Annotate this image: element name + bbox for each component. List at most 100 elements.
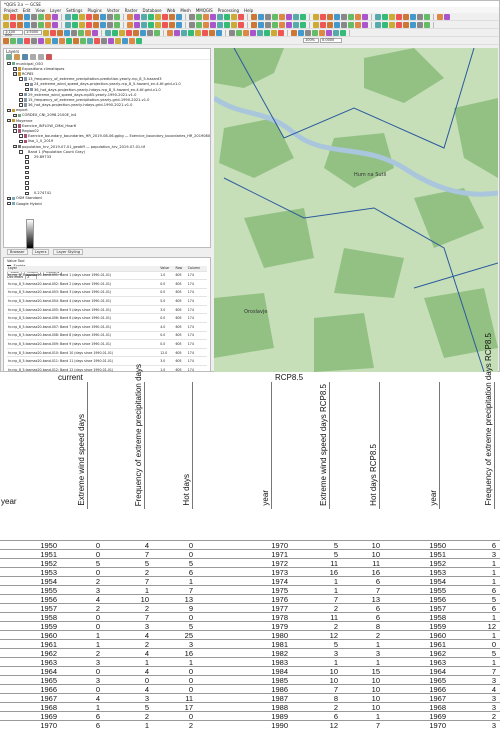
toolbar-tool-icon[interactable]: [105, 29, 111, 36]
panel-tab[interactable]: Layer Styling: [53, 249, 84, 255]
toolbar-tool-icon[interactable]: [340, 29, 346, 36]
toolbar-tool-icon[interactable]: [341, 13, 347, 20]
toolbar-tool-icon[interactable]: [45, 21, 51, 28]
layer-visibility-checkbox[interactable]: ✓: [13, 72, 17, 77]
layer-visibility-checkbox[interactable]: [25, 165, 29, 170]
table-row[interactable]: hr-rcp_8_5-tasmax20-band-004: Band 4 (da…: [7, 296, 207, 306]
toolbar-tool-icon[interactable]: [210, 13, 216, 20]
toolbar-tool-icon[interactable]: [52, 21, 58, 28]
toolbar-tool-icon[interactable]: [355, 21, 361, 28]
toolbar-tool-icon[interactable]: [100, 13, 106, 20]
toolbar-tool-icon[interactable]: [424, 13, 430, 20]
layer-tree-item[interactable]: [4, 170, 210, 175]
toolbar-tool-icon[interactable]: [327, 21, 333, 28]
toolbar-tool-icon[interactable]: [319, 29, 325, 36]
layer-tree-item[interactable]: ✓ export: [4, 108, 210, 113]
menu-item[interactable]: View: [35, 7, 45, 13]
toolbar-tool-icon[interactable]: [114, 21, 120, 28]
toolbar-tool-icon[interactable]: [155, 21, 161, 28]
toolbar-tool-icon[interactable]: [334, 13, 340, 20]
toolbar-tool-icon[interactable]: [10, 13, 16, 20]
toolbar-tool-icon[interactable]: [396, 21, 402, 28]
toolbar-tool-icon[interactable]: [313, 13, 319, 20]
toolbar-tool-icon[interactable]: [286, 13, 292, 20]
toolbar-tool-icon[interactable]: [115, 37, 121, 44]
toolbar-tool-icon[interactable]: [403, 13, 409, 20]
layer-visibility-checkbox[interactable]: [19, 139, 23, 144]
toolbar-tool-icon[interactable]: [251, 13, 257, 20]
toolbar-tool-icon[interactable]: [45, 37, 51, 44]
toolbar-tool-icon[interactable]: [107, 13, 113, 20]
toolbar-tool-icon[interactable]: [236, 29, 242, 36]
table-row[interactable]: hr-rcp_8_5-tasmax20-band-008: Band 8 (da…: [7, 331, 207, 341]
toolbar-tool-icon[interactable]: [293, 21, 299, 28]
remove-layer-icon[interactable]: [46, 53, 52, 60]
toolbar-tool-icon[interactable]: [169, 13, 175, 20]
toolbar-tool-icon[interactable]: [24, 37, 30, 44]
layer-visibility-checkbox[interactable]: [25, 170, 29, 175]
toolbar-tool-icon[interactable]: [24, 21, 30, 28]
table-row[interactable]: hr-rcp_8_5-tasmax20-band-011: Band 11 (d…: [7, 356, 207, 367]
toolbar-tool-icon[interactable]: [17, 21, 23, 28]
toolbar-tool-icon[interactable]: [52, 13, 58, 20]
toolbar-tool-icon[interactable]: [10, 37, 16, 44]
toolbar-tool-icon[interactable]: [141, 21, 147, 28]
toolbar-tool-icon[interactable]: [279, 21, 285, 28]
toolbar-tool-icon[interactable]: [148, 13, 154, 20]
table-row[interactable]: hr-rcp_8_5-tasmax20-band-006: Band 6 (da…: [7, 313, 207, 324]
table-row[interactable]: hr-rcp_8_5-tasmax20-band-003: Band 3 (da…: [7, 288, 207, 298]
toolbar-tool-icon[interactable]: [66, 37, 72, 44]
toolbar-tool-icon[interactable]: [375, 21, 381, 28]
layer-visibility-checkbox[interactable]: [19, 77, 23, 81]
layer-visibility-checkbox[interactable]: ✓: [13, 124, 17, 129]
layer-visibility-checkbox[interactable]: [25, 181, 29, 185]
toolbar-tool-icon[interactable]: [140, 29, 146, 36]
toolbar-tool-icon[interactable]: [107, 21, 113, 28]
layer-visibility-checkbox[interactable]: [19, 98, 23, 102]
layer-visibility-checkbox[interactable]: [13, 129, 17, 133]
toolbar-tool-icon[interactable]: [278, 29, 284, 36]
toolbar-tool-icon[interactable]: [127, 13, 133, 20]
toolbar-tool-icon[interactable]: [108, 37, 114, 44]
toolbar-tool-icon[interactable]: [217, 13, 223, 20]
toolbar-tool-icon[interactable]: [210, 21, 216, 28]
layer-visibility-checkbox[interactable]: [25, 175, 29, 180]
column-header[interactable]: Column: [186, 266, 207, 272]
toolbar-tool-icon[interactable]: [85, 29, 91, 36]
layer-tree-item[interactable]: lisa_1_0_2019: [4, 139, 210, 144]
toolbar-tool-icon[interactable]: [119, 29, 125, 36]
toolbar-tool-icon[interactable]: [43, 29, 49, 36]
toolbar-tool-icon[interactable]: [24, 13, 30, 20]
layer-visibility-checkbox[interactable]: [19, 103, 23, 107]
toolbar-tool-icon[interactable]: [341, 21, 347, 28]
layer-visibility-checkbox[interactable]: ✓: [7, 118, 11, 123]
toolbar-tool-icon[interactable]: [162, 21, 168, 28]
toolbar-tool-icon[interactable]: [396, 13, 402, 20]
layer-tree-item[interactable]: ✓ CORDEX_CNI_2098.2100E_in4: [4, 113, 210, 118]
toolbar-tool-icon[interactable]: [188, 29, 194, 36]
layer-tree-item[interactable]: ✓ Exercice_INFLOW_CMal_Hvar6: [4, 123, 210, 128]
menu-item[interactable]: Raster: [124, 7, 138, 13]
layer-tree-item[interactable]: Band 1 (Population Count Gray): [4, 149, 210, 154]
toolbar-tool-icon[interactable]: [231, 13, 237, 20]
toolbar-tool-icon[interactable]: [272, 13, 278, 20]
add-group-icon[interactable]: [14, 53, 20, 60]
panel-tab[interactable]: Browser: [7, 249, 28, 255]
menu-item[interactable]: Mesh: [180, 7, 191, 13]
toolbar-tool-icon[interactable]: [92, 29, 98, 36]
layer-visibility-checkbox[interactable]: [25, 191, 29, 196]
scale-input[interactable]: 1:5000: [24, 30, 42, 35]
toolbar-tool-icon[interactable]: [279, 13, 285, 20]
toolbar-tool-icon[interactable]: [375, 13, 381, 20]
toolbar-tool-icon[interactable]: [389, 21, 395, 28]
toolbar-tool-icon[interactable]: [271, 29, 277, 36]
layer-visibility-checkbox[interactable]: ✓: [13, 113, 17, 118]
toolbar-tool-icon[interactable]: [79, 21, 85, 28]
toolbar-tool-icon[interactable]: [327, 13, 333, 20]
layer-tree-item[interactable]: [4, 186, 210, 191]
layer-tree-item[interactable]: [4, 175, 210, 180]
toolbar-tool-icon[interactable]: [313, 21, 319, 28]
layer-tree-item[interactable]: ✓ Moyenne: [4, 118, 210, 123]
toolbar-tool-icon[interactable]: [72, 21, 78, 28]
menu-item[interactable]: Processing: [217, 7, 240, 13]
